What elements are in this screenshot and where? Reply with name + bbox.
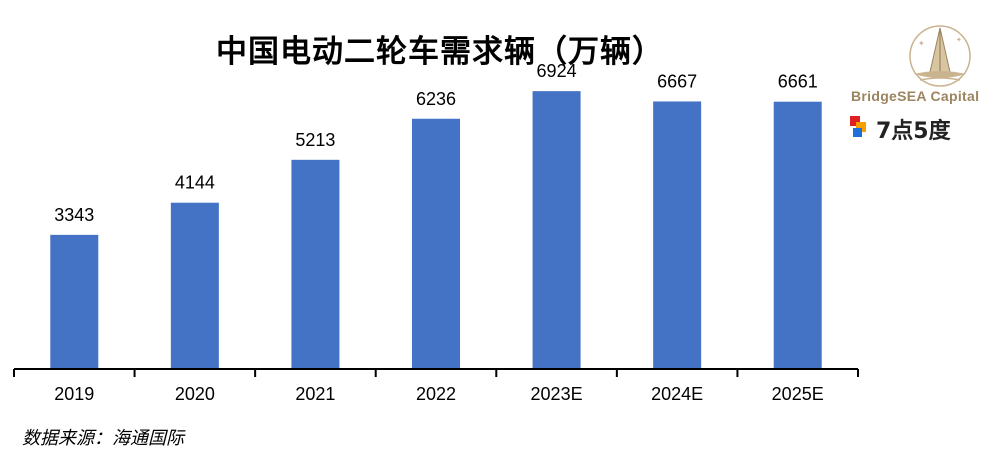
bar-2019 xyxy=(50,234,99,369)
data-label-2022: 6236 xyxy=(416,89,456,109)
x-tick-label-2023E: 2023E xyxy=(531,384,583,404)
bar-2020 xyxy=(170,202,219,369)
qdwd-brand-text: 7点5度 xyxy=(876,119,951,144)
data-label-2020: 4144 xyxy=(175,173,215,193)
x-tick-label-2024E: 2024E xyxy=(651,384,703,404)
data-label-2024E: 6667 xyxy=(657,71,697,91)
x-tick-label-2025E: 2025E xyxy=(772,384,824,404)
bar-2023E xyxy=(532,91,581,369)
data-label-2021: 5213 xyxy=(295,130,335,150)
x-tick-label-2019: 2019 xyxy=(54,384,94,404)
x-tick-label-2020: 2020 xyxy=(175,384,215,404)
svg-text:✦: ✦ xyxy=(956,36,962,44)
bridgesea-logo: ✦ ✦ xyxy=(850,20,990,110)
bar-2022 xyxy=(412,118,460,369)
bridgesea-brand-text: BridgeSEA Capital xyxy=(851,88,980,104)
bar-2021 xyxy=(291,159,340,369)
bar-2025E xyxy=(773,101,822,369)
data-label-2023E: 6924 xyxy=(537,61,577,81)
bar-2024E xyxy=(653,101,702,369)
x-tick-label-2021: 2021 xyxy=(295,384,335,404)
chart-title: 中国电动二轮车需求辆（万辆） xyxy=(216,34,664,70)
x-tick-label-2022: 2022 xyxy=(416,384,456,404)
qdwd-logo: 7点5度 xyxy=(850,112,980,144)
svg-text:✦: ✦ xyxy=(918,39,925,48)
qdwd-mark-icon xyxy=(850,116,866,137)
data-source-note: 数据来源：海通国际 xyxy=(22,428,184,449)
data-label-2019: 3343 xyxy=(54,205,94,225)
data-label-2025E: 6661 xyxy=(778,72,818,92)
sailboat-icon: ✦ ✦ xyxy=(909,25,971,87)
